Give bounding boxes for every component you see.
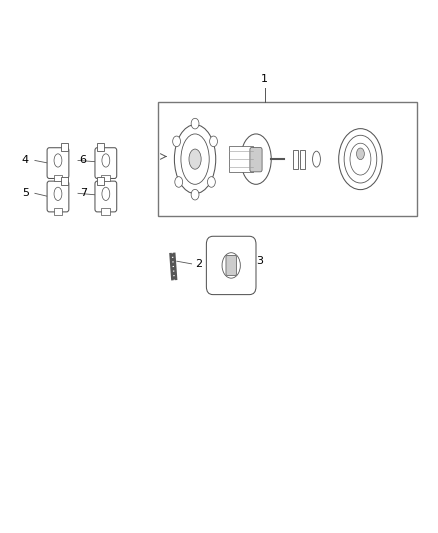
FancyBboxPatch shape — [95, 148, 117, 179]
Ellipse shape — [173, 136, 180, 147]
FancyBboxPatch shape — [47, 148, 69, 179]
Bar — [97, 177, 104, 185]
Bar — [300, 150, 305, 168]
FancyBboxPatch shape — [250, 148, 262, 172]
Text: 2: 2 — [195, 259, 202, 269]
Bar — [61, 143, 68, 151]
Bar — [53, 208, 62, 215]
Ellipse shape — [174, 125, 216, 193]
Bar — [229, 146, 253, 172]
Bar — [53, 175, 62, 181]
Ellipse shape — [208, 176, 215, 187]
Ellipse shape — [181, 134, 209, 184]
Ellipse shape — [102, 154, 110, 167]
Bar — [61, 177, 68, 185]
FancyBboxPatch shape — [95, 181, 117, 212]
FancyBboxPatch shape — [206, 236, 256, 295]
Ellipse shape — [54, 187, 62, 200]
Ellipse shape — [241, 134, 271, 184]
Text: 4: 4 — [22, 156, 29, 165]
FancyBboxPatch shape — [47, 181, 69, 212]
Ellipse shape — [222, 253, 240, 278]
Text: 5: 5 — [22, 188, 29, 198]
Bar — [97, 143, 104, 151]
Text: 7: 7 — [80, 188, 87, 198]
Text: 6: 6 — [80, 156, 87, 165]
Ellipse shape — [344, 135, 377, 183]
Ellipse shape — [102, 187, 110, 200]
Ellipse shape — [210, 136, 217, 147]
Ellipse shape — [189, 149, 201, 169]
Ellipse shape — [357, 148, 364, 160]
Text: 1: 1 — [261, 74, 268, 84]
Ellipse shape — [313, 151, 321, 167]
Ellipse shape — [350, 143, 371, 175]
Ellipse shape — [54, 154, 62, 167]
Bar — [102, 208, 110, 215]
Ellipse shape — [191, 189, 199, 200]
Ellipse shape — [175, 176, 183, 187]
Ellipse shape — [339, 128, 382, 190]
Text: 3: 3 — [256, 256, 263, 266]
Bar — [102, 175, 110, 181]
Bar — [293, 150, 298, 168]
Bar — [158, 102, 417, 216]
FancyBboxPatch shape — [226, 255, 237, 276]
Ellipse shape — [191, 118, 199, 129]
